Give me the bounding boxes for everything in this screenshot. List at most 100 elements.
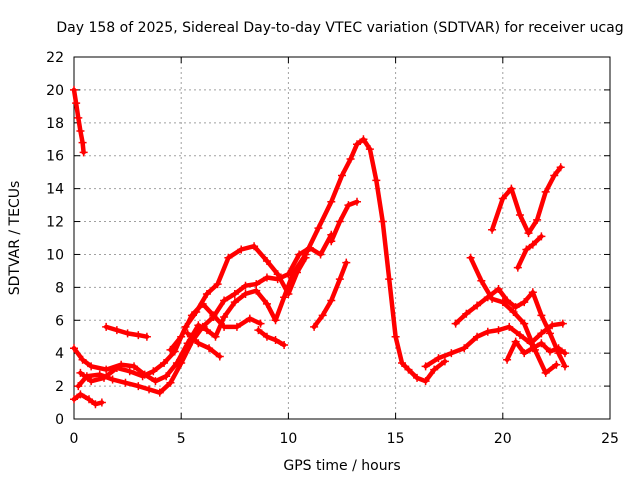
data-point [359, 135, 368, 144]
data-point [494, 326, 503, 335]
data-point [145, 385, 154, 394]
data-point [528, 240, 537, 249]
data-point [134, 382, 143, 391]
data-point [256, 319, 265, 328]
data-point [254, 326, 263, 335]
data-point [451, 319, 460, 328]
data-point [125, 367, 134, 376]
data-point [533, 215, 542, 224]
data-point [513, 263, 522, 272]
data-point [74, 382, 83, 391]
data-point [327, 197, 336, 206]
data-point [76, 368, 85, 377]
data-point [327, 296, 336, 305]
data-point [404, 365, 413, 374]
x-tick-label: 5 [177, 431, 186, 447]
data-point [224, 253, 233, 262]
data-point [209, 311, 218, 320]
data-point [280, 293, 289, 302]
data-point [262, 332, 271, 341]
data-point [460, 344, 469, 353]
y-tick-label: 2 [55, 379, 64, 395]
data-point [72, 99, 81, 108]
data-point [560, 349, 569, 358]
data-point [87, 377, 96, 386]
data-point [430, 365, 439, 374]
data-point [548, 321, 557, 330]
data-point [488, 294, 497, 303]
data-point [528, 288, 537, 297]
data-point [166, 345, 175, 354]
y-tick-label: 10 [46, 247, 64, 263]
data-point [346, 155, 355, 164]
data-point [335, 217, 344, 226]
data-point [76, 127, 85, 136]
data-point [91, 400, 100, 409]
data-point [205, 344, 214, 353]
data-point [372, 176, 381, 185]
data-point [102, 322, 111, 331]
data-point [262, 257, 271, 266]
x-tick-label: 20 [494, 431, 512, 447]
data-point [528, 344, 537, 353]
data-point [440, 357, 449, 366]
data-point [550, 171, 559, 180]
data-point [537, 329, 546, 338]
data-point [398, 359, 407, 368]
data-point [76, 390, 85, 399]
data-point [327, 237, 336, 246]
data-point [503, 355, 512, 364]
data-point [473, 301, 482, 310]
data-point [505, 322, 514, 331]
series-line [515, 234, 544, 270]
data-point [213, 280, 222, 289]
series-line [329, 199, 360, 244]
data-point [556, 163, 565, 172]
data-point [70, 344, 78, 353]
data-point [541, 368, 550, 377]
data-point [301, 253, 310, 262]
series-arc-6 [102, 322, 151, 341]
data-point [162, 372, 171, 381]
data-point [421, 362, 430, 371]
data-point [316, 250, 325, 259]
data-point [434, 354, 443, 363]
data-point [215, 352, 224, 361]
data-point [220, 322, 229, 331]
data-point [166, 378, 175, 387]
data-point [537, 232, 546, 241]
data-point [365, 145, 374, 154]
data-point [100, 373, 109, 382]
data-point [78, 355, 87, 364]
series-arc-16 [513, 232, 546, 272]
y-tick-label: 16 [46, 149, 64, 165]
data-point [112, 363, 121, 372]
data-point [342, 258, 351, 267]
series-line [71, 137, 448, 384]
x-tick-label: 10 [279, 431, 297, 447]
data-point [338, 171, 346, 180]
data-point [198, 322, 207, 331]
series-arc-7 [166, 299, 265, 354]
data-point [220, 296, 229, 305]
x-tick-label: 25 [601, 431, 619, 447]
data-point [541, 187, 550, 196]
series-arc-1 [70, 85, 88, 157]
y-tick-label: 0 [55, 412, 64, 428]
data-point [353, 197, 362, 206]
data-point [378, 217, 387, 226]
data-point [498, 194, 507, 203]
data-point [314, 224, 323, 233]
data-point [230, 289, 239, 298]
data-point [198, 299, 207, 308]
x-tick-label: 15 [387, 431, 405, 447]
series-arc-10 [310, 258, 351, 331]
data-point [78, 138, 87, 147]
data-point [511, 303, 520, 312]
series-arc-11 [327, 197, 362, 246]
data-point [142, 332, 151, 341]
data-point [473, 332, 482, 341]
y-tick-label: 6 [55, 313, 64, 329]
data-point [520, 349, 529, 358]
y-axis-label: SDTVAR / TECUs [7, 181, 23, 296]
